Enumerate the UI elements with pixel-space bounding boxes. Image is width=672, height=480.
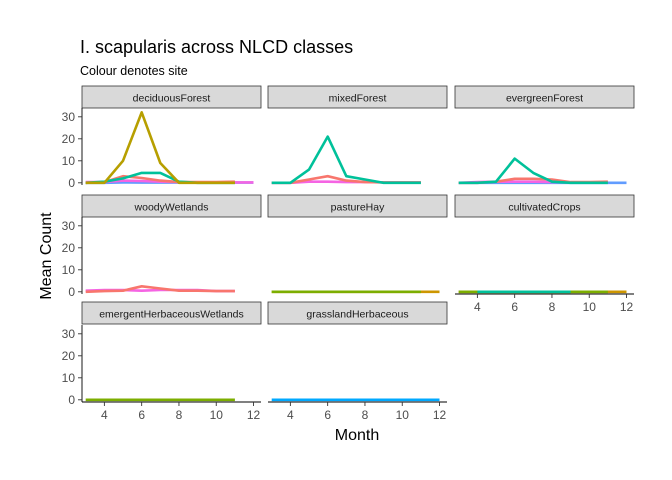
facet-panel-deciduousForest: deciduousForest 0 10 20 30	[62, 85, 262, 190]
facet-panel-woodyWetlands: woodyWetlands 0 10 20 30	[62, 194, 262, 299]
facet-panel-grasslandHerbaceous: grasslandHerbaceous 4 6 8 10 12	[267, 301, 448, 422]
y-tick-label: 20	[62, 349, 76, 363]
x-tick-label: 4	[474, 300, 481, 314]
facet-strip-label: emergentHerbaceousWetlands	[99, 309, 244, 321]
x-tick-label: 8	[362, 408, 369, 422]
facet-panel-evergreenForest: evergreenForest	[454, 85, 635, 185]
x-tick-label: 12	[247, 408, 261, 422]
facet-strip	[81, 85, 262, 109]
chart-title: I. scapularis across NLCD classes	[80, 37, 353, 57]
x-tick-label: 12	[620, 300, 634, 314]
facet-panel-mixedForest: mixedForest	[267, 85, 448, 185]
facet-strip	[267, 85, 448, 109]
y-tick-label: 0	[68, 285, 75, 299]
series-line-sea	[271, 135, 421, 185]
y-tick-label: 20	[62, 241, 76, 255]
y-tick-label: 0	[68, 176, 75, 190]
y-tick-label: 10	[62, 154, 76, 168]
x-tick-label: 6	[511, 300, 518, 314]
x-tick-label: 10	[396, 408, 410, 422]
facet-strip-label: grasslandHerbaceous	[306, 309, 408, 321]
facet-strip	[81, 194, 262, 218]
facet-strip	[454, 85, 635, 109]
facet-strip-label: deciduousForest	[133, 93, 211, 105]
x-tick-label: 10	[583, 300, 597, 314]
x-tick-label: 10	[210, 408, 224, 422]
facet-panels: deciduousForest 0 10 20 30 mixedForest evergre…	[62, 85, 635, 422]
facet-strip	[454, 194, 635, 218]
y-tick-label: 20	[62, 132, 76, 146]
series-line-red	[85, 284, 235, 294]
y-tick-label: 30	[62, 327, 76, 341]
x-tick-label: 4	[287, 408, 294, 422]
facet-strip-label: woodyWetlands	[134, 202, 209, 214]
series-line-olive	[85, 111, 235, 185]
x-axis-title: Month	[335, 427, 379, 444]
x-tick-label: 4	[101, 408, 108, 422]
facet-strip-label: cultivatedCrops	[508, 202, 580, 214]
y-tick-label: 10	[62, 371, 76, 385]
y-tick-label: 30	[62, 110, 76, 124]
facet-strip	[267, 301, 448, 325]
y-tick-label: 10	[62, 263, 76, 277]
facet-strip	[81, 301, 262, 325]
facet-strip	[267, 194, 448, 218]
x-tick-label: 8	[549, 300, 556, 314]
series-line-sea	[458, 157, 608, 185]
x-tick-label: 6	[324, 408, 331, 422]
facet-panel-emergentHerbaceousWetlands: emergentHerbaceousWetlands 0 10 20 30 4 6 8 10 12	[62, 301, 262, 422]
x-tick-label: 8	[176, 408, 183, 422]
facet-strip-label: evergreenForest	[506, 93, 583, 105]
y-axis-title: Mean Count	[38, 212, 55, 300]
chart-subtitle: Colour denotes site	[80, 64, 188, 78]
x-tick-label: 6	[138, 408, 145, 422]
facet-panel-cultivatedCrops: cultivatedCrops 4 6 8 10 12	[454, 194, 635, 314]
facet-panel-pastureHay: pastureHay	[267, 194, 448, 294]
facet-strip-label: pastureHay	[331, 202, 385, 214]
y-tick-label: 0	[68, 393, 75, 407]
x-tick-label: 12	[433, 408, 447, 422]
y-tick-label: 30	[62, 219, 76, 233]
facet-strip-label: mixedForest	[329, 93, 387, 105]
